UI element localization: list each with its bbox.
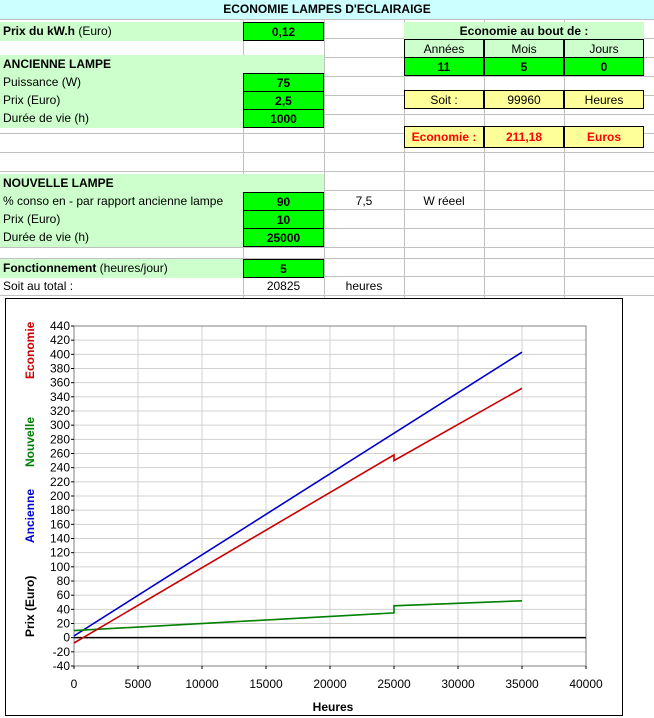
y-tick-label: -40 — [53, 659, 71, 673]
nouvelle-prix-label: Prix (Euro) — [0, 210, 243, 229]
y-tick-label: 160 — [50, 517, 70, 531]
ancienne-duree-label: Durée de vie (h) — [0, 109, 243, 128]
y-tick-label: 360 — [50, 376, 70, 390]
x-axis-ticks: 0 5000 10000 15000 20000 25000 30000 35000 40000 — [71, 666, 603, 691]
y-tick-label: -20 — [53, 645, 71, 659]
ancienne-duree-value[interactable]: 1000 — [243, 109, 324, 128]
y-tick-label: 440 — [50, 319, 70, 333]
fonctionnement-label: Fonctionnement (heures/jour) — [0, 259, 243, 278]
y-tick-label: 140 — [50, 532, 70, 546]
series-line-economie — [73, 387, 523, 644]
series-line-nouvelle — [73, 600, 523, 632]
y-tick-label: 220 — [50, 475, 70, 489]
y-tick-label: 200 — [50, 489, 70, 503]
economie-bout-annees-value: 11 — [404, 57, 484, 76]
nouvelle-duree-label: Durée de vie (h) — [0, 228, 243, 247]
x-tick-label: 40000 — [569, 677, 603, 691]
total-unit: heures — [345, 279, 383, 293]
total-value: 20825 — [266, 279, 301, 293]
x-axis-title: Heures — [313, 700, 354, 714]
y-tick-label: 100 — [50, 560, 70, 574]
y-axis-ticks: -40-200204060801001201401601802002202402… — [50, 319, 74, 673]
y-tick-label: 240 — [50, 461, 70, 475]
total-label: Soit au total : — [3, 279, 74, 293]
x-tick-label: 0 — [71, 677, 78, 691]
ancienne-puissance-label: Puissance (W) — [0, 73, 243, 92]
prix-kwh-label: Prix du kW.h (Euro) — [0, 22, 243, 41]
y-tick-label: 40 — [57, 602, 71, 616]
economie-bout-col-jours: Jours — [564, 39, 644, 58]
y-tick-label: 180 — [50, 503, 70, 517]
economie-bout-header: Economie au bout de : — [404, 22, 644, 41]
y-tick-label: 400 — [50, 347, 70, 361]
nouvelle-prix-value[interactable]: 10 — [243, 210, 324, 229]
x-tick-label: 30000 — [441, 677, 475, 691]
prix-kwh-value[interactable]: 0,12 — [243, 22, 324, 41]
economie-unit: Euros — [564, 126, 644, 148]
x-tick-label: 25000 — [377, 677, 411, 691]
y-tick-label: 120 — [50, 546, 70, 560]
legend-nouvelle: Nouvelle — [23, 417, 37, 467]
soit-value: 99960 — [484, 90, 564, 109]
sheet-title: ECONOMIE LAMPES D'ECLAIRAIGE — [0, 0, 654, 19]
fonctionnement-value[interactable]: 5 — [243, 259, 324, 278]
nouvelle-conso-watts: 7,5 — [355, 194, 373, 208]
line-chart: -40-200204060801001201401601802002202402… — [23, 319, 603, 714]
y-tick-label: 0 — [63, 631, 70, 645]
legend-ancienne: Ancienne — [23, 489, 37, 543]
y-tick-label: 380 — [50, 362, 70, 376]
nouvelle-conso-watts-unit: W réeel — [423, 194, 465, 208]
y-tick-label: 20 — [57, 617, 71, 631]
series-line-ancienne — [73, 351, 523, 637]
y-tick-label: 60 — [57, 588, 71, 602]
y-tick-label: 340 — [50, 390, 70, 404]
x-tick-label: 10000 — [185, 677, 219, 691]
x-tick-label: 20000 — [313, 677, 347, 691]
y-tick-label: 260 — [50, 447, 70, 461]
economie-bout-col-mois: Mois — [484, 39, 564, 58]
nouvelle-conso-value[interactable]: 90 — [243, 192, 324, 211]
y-axis-title: Prix (Euro) — [23, 576, 37, 637]
prix-kwh-label-bold: Prix du kW.h — [3, 24, 76, 38]
chart-series — [73, 351, 586, 644]
ancienne-prix-value[interactable]: 2,5 — [243, 91, 324, 110]
economie-value: 211,18 — [484, 126, 564, 148]
economie-bout-col-annees: Années — [404, 39, 484, 58]
economie-bout-jours-value: 0 — [564, 57, 644, 76]
economie-label: Economie : — [404, 126, 484, 148]
legend-economie: Economie — [23, 321, 37, 379]
ancienne-prix-label: Prix (Euro) — [0, 91, 243, 110]
prix-kwh-label-rest: (Euro) — [75, 24, 112, 38]
economie-bout-mois-value: 5 — [484, 57, 564, 76]
plot-area — [73, 325, 587, 667]
y-tick-label: 80 — [57, 574, 71, 588]
nouvelle-header: NOUVELLE LAMPE — [0, 174, 324, 193]
y-tick-label: 300 — [50, 418, 70, 432]
fonctionnement-label-rest: (heures/jour) — [96, 261, 168, 275]
soit-unit: Heures — [564, 90, 644, 109]
ancienne-puissance-value[interactable]: 75 — [243, 73, 324, 92]
y-axis-titles: Prix (Euro) Ancienne Nouvelle Economie — [23, 321, 37, 637]
x-tick-label: 5000 — [125, 677, 152, 691]
nouvelle-conso-label: % conso en - par rapport ancienne lampe — [0, 192, 243, 211]
x-tick-label: 15000 — [249, 677, 283, 691]
y-tick-label: 420 — [50, 333, 70, 347]
y-tick-label: 280 — [50, 432, 70, 446]
chart-area[interactable]: -40 -20 0 20 40 60 80 100 120 140 160 180 200 220 240 2… — [5, 298, 623, 716]
x-tick-label: 35000 — [505, 677, 539, 691]
soit-label: Soit : — [404, 90, 484, 109]
fonctionnement-label-bold: Fonctionnement — [3, 261, 97, 275]
y-tick-label: 320 — [50, 404, 70, 418]
nouvelle-duree-value[interactable]: 25000 — [243, 228, 324, 247]
ancienne-header: ANCIENNE LAMPE — [0, 55, 324, 74]
